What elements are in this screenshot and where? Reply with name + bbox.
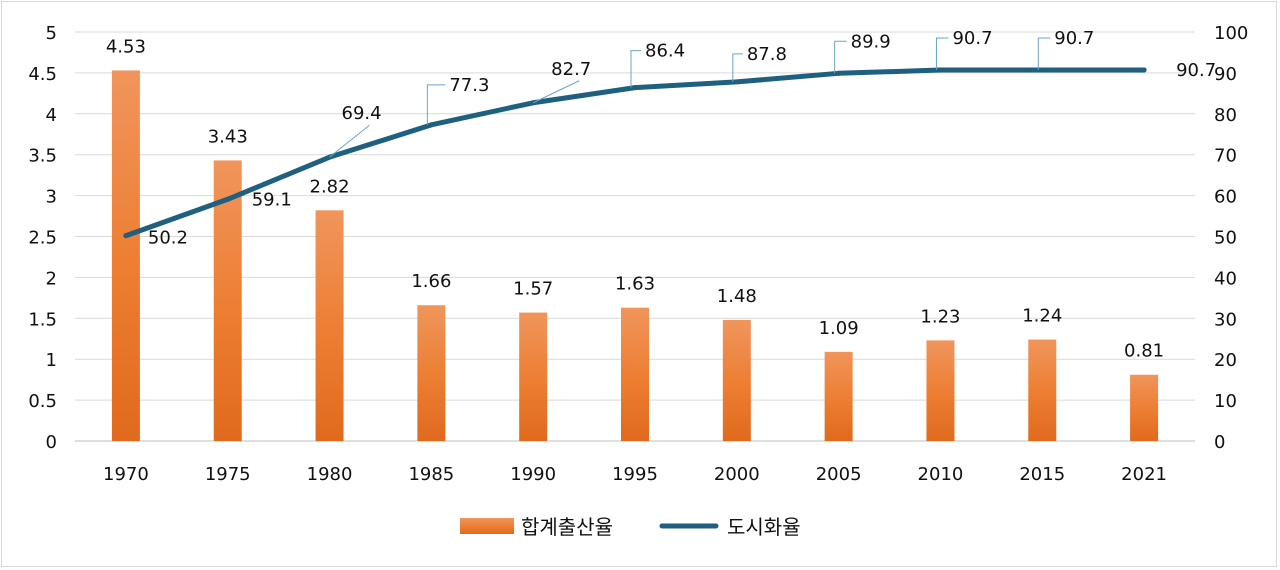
line-point-2015 xyxy=(1039,67,1045,73)
leader-line xyxy=(329,124,370,158)
line-data-label: 77.3 xyxy=(449,75,489,96)
gridlines xyxy=(75,31,1195,442)
bar-data-labels: 4.53 3.43 2.82 1.66 1.57 1.63 1.48 1.09 1.23 1.24… xyxy=(106,36,1164,361)
bar-1975 xyxy=(213,160,242,441)
x-axis-tick-label: 1970 xyxy=(103,464,149,485)
bar-1970 xyxy=(111,70,140,442)
bar-2005 xyxy=(824,351,853,441)
bar-1990 xyxy=(519,312,548,441)
line-series-urbanization-rate xyxy=(123,67,1147,239)
right-axis-tick-label: 70 xyxy=(1214,146,1237,167)
right-axis-tick-label: 20 xyxy=(1214,350,1237,371)
line-data-label: 90.7 xyxy=(952,28,992,49)
bar-data-label: 1.57 xyxy=(513,279,553,300)
x-axis: 1970 1975 1980 1985 1990 1995 2000 2005 2010 2015… xyxy=(103,464,1167,485)
x-axis-tick-label: 2010 xyxy=(918,464,964,485)
leader-line xyxy=(426,84,446,125)
right-axis-tick-label: 50 xyxy=(1214,228,1237,249)
line-data-label: 50.2 xyxy=(148,228,188,249)
line-point-1985 xyxy=(428,122,434,128)
legend: 합계출산율 도시화율 xyxy=(460,515,801,539)
line-point-2000 xyxy=(734,79,740,85)
bar-series-fertility-rate xyxy=(111,70,1159,442)
line-data-label: 59.1 xyxy=(252,189,292,210)
right-axis-tick-label: 60 xyxy=(1214,187,1237,208)
left-axis-tick-label: 0.5 xyxy=(28,391,57,412)
leader-line xyxy=(1037,37,1051,71)
left-axis-tick-label: 2.5 xyxy=(28,228,57,249)
left-axis-tick-label: 4 xyxy=(46,105,57,126)
left-axis-tick-label: 1 xyxy=(46,350,57,371)
x-axis-tick-label: 1995 xyxy=(612,464,658,485)
line-data-label: 69.4 xyxy=(342,103,382,124)
left-axis-tick-label: 1.5 xyxy=(28,309,57,330)
leader-line xyxy=(935,37,949,71)
urbanization-line xyxy=(123,67,1147,239)
x-axis-tick-label: 1980 xyxy=(307,464,353,485)
legend-swatch-fertility-rate xyxy=(460,518,514,534)
bar-data-label: 1.66 xyxy=(411,271,451,292)
left-axis-tick-label: 0 xyxy=(46,432,57,453)
line-point-1995 xyxy=(632,85,638,91)
x-axis-tick-label: 1975 xyxy=(205,464,251,485)
bar-1985 xyxy=(417,305,446,441)
bar-2015 xyxy=(1028,339,1057,441)
leader-line xyxy=(630,50,641,88)
legend-label-urbanization-rate: 도시화율 xyxy=(727,515,801,539)
right-axis-tick-label: 40 xyxy=(1214,268,1237,289)
leader-line xyxy=(834,40,847,74)
right-axis-tick-label: 90 xyxy=(1214,64,1237,85)
bar-data-label: 4.53 xyxy=(106,36,146,57)
bar-data-label: 1.63 xyxy=(615,274,655,295)
line-point-2010 xyxy=(937,67,943,73)
right-axis-tick-label: 80 xyxy=(1214,105,1237,126)
line-data-label: 90.7 xyxy=(1054,28,1094,49)
leader-line xyxy=(732,53,743,82)
bar-data-label: 3.43 xyxy=(208,126,248,147)
line-data-label: 89.9 xyxy=(851,31,891,52)
left-axis-tick-label: 3 xyxy=(46,187,57,208)
legend-label-fertility-rate: 합계출산율 xyxy=(521,515,613,539)
x-axis-tick-label: 2015 xyxy=(1019,464,1065,485)
left-axis-tick-label: 4.5 xyxy=(28,64,57,85)
right-axis-tick-label: 10 xyxy=(1214,391,1237,412)
line-point-1970 xyxy=(123,233,129,239)
bar-data-label: 1.09 xyxy=(819,318,859,339)
left-axis-tick-label: 5 xyxy=(46,23,57,44)
right-axis-tick-label: 0 xyxy=(1214,432,1225,453)
x-axis-tick-label: 2000 xyxy=(714,464,760,485)
line-data-label: 86.4 xyxy=(645,41,685,62)
leader-line xyxy=(532,80,580,104)
bar-1980 xyxy=(315,210,344,441)
bar-data-label: 1.48 xyxy=(717,286,757,307)
bar-data-label: 1.24 xyxy=(1022,306,1062,327)
bar-2021 xyxy=(1130,374,1159,441)
line-point-2021 xyxy=(1141,67,1147,73)
line-data-label: 87.8 xyxy=(747,44,787,65)
x-axis-tick-label: 2021 xyxy=(1121,464,1167,485)
left-axis-tick-label: 3.5 xyxy=(28,146,57,167)
x-axis-tick-label: 1985 xyxy=(408,464,454,485)
bar-data-label: 1.23 xyxy=(920,306,960,327)
bar-data-label: 2.82 xyxy=(310,176,350,197)
right-y-axis: 0 10 20 30 40 50 60 70 80 90 100 xyxy=(1214,23,1248,453)
left-y-axis: 0 0.5 1 1.5 2 2.5 3 3.5 4 4.5 5 xyxy=(28,23,57,453)
bar-2000 xyxy=(722,319,751,441)
left-axis-tick-label: 2 xyxy=(46,268,57,289)
bar-1995 xyxy=(621,307,649,441)
line-data-labels: 50.2 59.1 69.4 77.3 82.7 86.4 87.8 89.9 90.7 90.7… xyxy=(148,28,1216,249)
x-axis-tick-label: 2005 xyxy=(816,464,862,485)
line-point-2005 xyxy=(836,70,842,76)
right-axis-tick-label: 30 xyxy=(1214,309,1237,330)
right-axis-tick-label: 100 xyxy=(1214,23,1248,44)
line-data-label: 82.7 xyxy=(551,59,591,80)
line-point-1975 xyxy=(225,196,231,202)
x-axis-tick-label: 1990 xyxy=(510,464,556,485)
bar-data-label: 0.81 xyxy=(1124,341,1164,362)
line-data-label: 90.7 xyxy=(1176,60,1216,81)
bar-2010 xyxy=(926,340,955,441)
